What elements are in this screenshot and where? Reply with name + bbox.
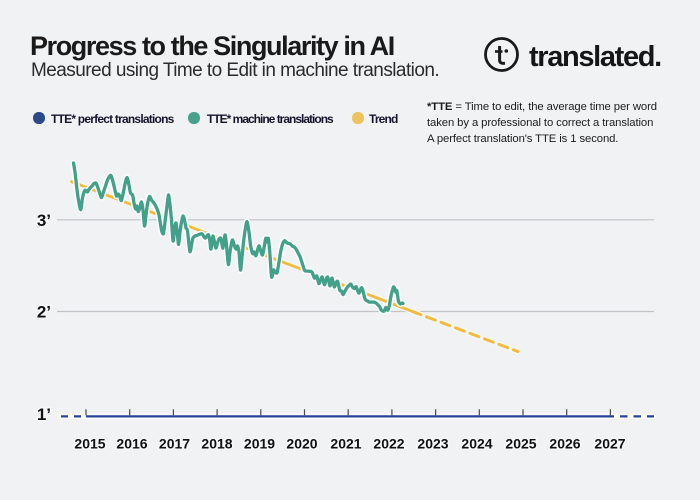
svg-text:1’: 1’ bbox=[37, 405, 51, 424]
svg-text:2019: 2019 bbox=[244, 436, 275, 452]
svg-text:2020: 2020 bbox=[286, 436, 317, 452]
svg-text:2021: 2021 bbox=[330, 436, 361, 452]
svg-text:2015: 2015 bbox=[74, 436, 105, 452]
svg-text:2024: 2024 bbox=[461, 436, 492, 452]
svg-text:2023: 2023 bbox=[417, 436, 448, 452]
svg-text:2025: 2025 bbox=[505, 436, 536, 452]
svg-text:3’: 3’ bbox=[37, 211, 51, 230]
svg-text:2’: 2’ bbox=[37, 303, 51, 322]
svg-text:2027: 2027 bbox=[594, 436, 625, 452]
svg-text:2018: 2018 bbox=[201, 436, 232, 452]
svg-text:2026: 2026 bbox=[549, 436, 580, 452]
svg-text:2022: 2022 bbox=[373, 436, 404, 452]
svg-text:2017: 2017 bbox=[159, 436, 190, 452]
svg-text:2016: 2016 bbox=[116, 436, 147, 452]
